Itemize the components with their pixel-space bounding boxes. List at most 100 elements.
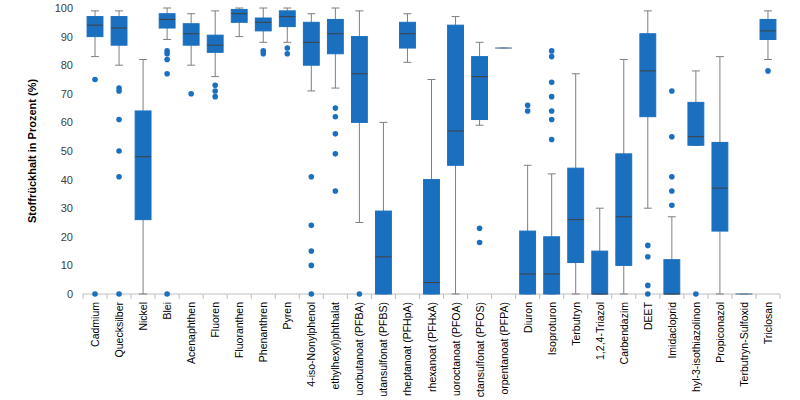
box bbox=[135, 111, 151, 220]
whisker-high bbox=[695, 71, 696, 102]
whisker-cap-low bbox=[764, 59, 772, 60]
median bbox=[544, 273, 560, 274]
x-tick-label: utansulfonat (PFBS) bbox=[377, 302, 389, 397]
x-tick-label: Diuron bbox=[522, 302, 534, 333]
median bbox=[183, 33, 199, 34]
outlier bbox=[549, 80, 555, 86]
box bbox=[520, 231, 536, 294]
x-tick bbox=[371, 294, 372, 299]
whisker-low bbox=[359, 122, 360, 222]
whisker-cap-high bbox=[283, 8, 291, 9]
y-tick bbox=[79, 179, 83, 180]
outlier bbox=[693, 291, 699, 297]
median bbox=[664, 294, 680, 295]
whisker-low bbox=[143, 220, 144, 294]
whisker-cap-high bbox=[307, 13, 315, 14]
x-tick-label: Propiconazol bbox=[714, 302, 726, 363]
median bbox=[424, 282, 440, 283]
x-tick bbox=[780, 294, 781, 299]
x-tick bbox=[203, 294, 204, 299]
box bbox=[760, 19, 776, 39]
median bbox=[520, 273, 536, 274]
box bbox=[712, 142, 728, 231]
x-tick-label: hyl-3-isothiazolinon bbox=[690, 302, 702, 392]
x-tick bbox=[299, 294, 300, 299]
outlier bbox=[333, 105, 339, 111]
x-tick bbox=[707, 294, 708, 299]
whisker-high bbox=[551, 174, 552, 237]
y-tick-label: 40 bbox=[61, 174, 73, 186]
whisker-cap-low bbox=[355, 222, 363, 223]
whisker-cap-high bbox=[187, 13, 195, 14]
median bbox=[303, 42, 319, 43]
outlier bbox=[525, 108, 531, 114]
whisker-cap-high bbox=[428, 79, 436, 80]
x-tick-label: uorbutanoat (PFBA) bbox=[353, 302, 365, 395]
whisker-cap-low bbox=[259, 42, 267, 43]
whisker-cap-low bbox=[91, 56, 99, 57]
y-tick-label: 60 bbox=[61, 116, 73, 128]
box bbox=[159, 14, 175, 28]
median bbox=[496, 48, 512, 49]
whisker-cap-high bbox=[524, 165, 532, 166]
whisker-cap-high bbox=[452, 16, 460, 17]
box bbox=[375, 211, 391, 294]
outlier bbox=[333, 188, 339, 194]
outlier bbox=[164, 71, 170, 77]
whisker-cap-low bbox=[620, 294, 628, 295]
box bbox=[183, 24, 199, 45]
outlier bbox=[333, 114, 339, 120]
x-tick-label: Nickel bbox=[137, 302, 149, 331]
x-tick-label: rheptanoat (PFHpA) bbox=[401, 302, 413, 396]
box bbox=[231, 9, 247, 22]
outlier bbox=[309, 291, 315, 297]
whisker-low bbox=[239, 22, 240, 36]
whisker-low bbox=[623, 265, 624, 294]
box bbox=[640, 34, 656, 117]
x-tick-label: orpentanoat (PFPA) bbox=[498, 302, 510, 395]
x-tick bbox=[563, 294, 564, 299]
x-tick bbox=[107, 294, 108, 299]
whisker-high bbox=[575, 74, 576, 168]
outlier bbox=[333, 151, 339, 157]
whisker-cap-high bbox=[548, 173, 556, 174]
y-tick bbox=[79, 8, 83, 9]
y-tick-label: 80 bbox=[61, 59, 73, 71]
x-tick bbox=[419, 294, 420, 299]
x-tick-label: DEET bbox=[642, 301, 654, 330]
whisker-high bbox=[143, 59, 144, 110]
x-tick-label: Quecksilber bbox=[113, 302, 125, 358]
whisker-high bbox=[455, 17, 456, 26]
x-tick bbox=[227, 294, 228, 299]
median bbox=[760, 30, 776, 31]
whisker-cap-low bbox=[403, 62, 411, 63]
outlier bbox=[549, 54, 555, 60]
outlier bbox=[669, 188, 675, 194]
x-tick-label: Terbutryn bbox=[570, 302, 582, 346]
whisker-cap-low bbox=[211, 76, 219, 77]
y-axis-label: Stoffrückhalt in Prozent (%) bbox=[26, 79, 38, 224]
whisker-cap-low bbox=[331, 88, 339, 89]
x-tick bbox=[155, 294, 156, 299]
box bbox=[424, 180, 440, 294]
whisker-high bbox=[527, 165, 528, 231]
outlier bbox=[309, 248, 315, 254]
y-tick bbox=[79, 93, 83, 94]
outlier bbox=[260, 51, 266, 57]
x-tick-label: Triclosan bbox=[762, 302, 774, 344]
outlier bbox=[645, 243, 651, 249]
x-tick bbox=[683, 294, 684, 299]
outlier bbox=[645, 291, 651, 297]
whisker-cap-high bbox=[596, 208, 604, 209]
whisker-cap-high bbox=[91, 10, 99, 11]
outlier bbox=[212, 82, 218, 88]
box bbox=[496, 48, 512, 49]
x-tick-label: uoroctanoat (PFOA) bbox=[450, 302, 462, 396]
x-tick bbox=[83, 294, 84, 299]
whisker-high bbox=[671, 217, 672, 260]
outlier bbox=[284, 45, 290, 51]
outlier bbox=[549, 137, 555, 143]
whisker-low bbox=[167, 28, 168, 39]
y-tick bbox=[79, 122, 83, 123]
median bbox=[279, 16, 295, 17]
